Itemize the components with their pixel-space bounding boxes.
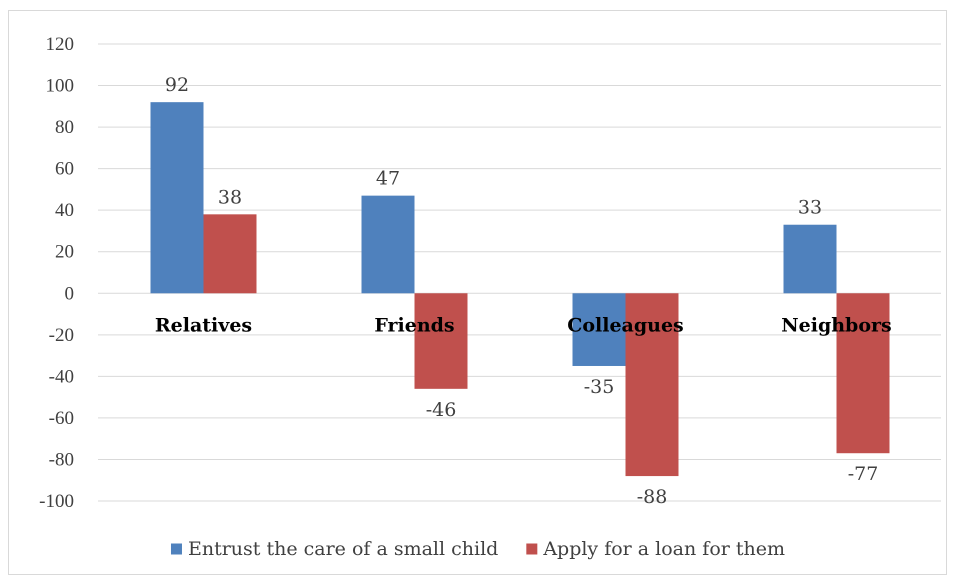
data-label: -35 bbox=[584, 376, 615, 398]
bar-relatives-series-1 bbox=[150, 102, 204, 294]
legend-swatch-series-2 bbox=[526, 543, 538, 555]
y-tick-label: 120 bbox=[46, 34, 75, 55]
category-label: Neighbors bbox=[781, 314, 891, 336]
data-label: -77 bbox=[848, 463, 879, 485]
y-tick-label: -40 bbox=[49, 366, 74, 387]
y-tick-label: -60 bbox=[49, 408, 74, 429]
data-label: -46 bbox=[426, 399, 457, 421]
data-label: 33 bbox=[798, 197, 822, 219]
y-tick-label: -80 bbox=[49, 449, 74, 470]
bar-neighbors-series-2 bbox=[836, 293, 890, 454]
bar-colleagues-series-2 bbox=[625, 293, 679, 477]
legend-label: Apply for a loan for them bbox=[542, 538, 785, 560]
y-tick-label: 100 bbox=[46, 76, 75, 97]
bar-friends-series-2 bbox=[414, 293, 468, 389]
legend-swatch-series-1 bbox=[170, 543, 182, 555]
category-label: Relatives bbox=[155, 314, 252, 336]
y-tick-label: 20 bbox=[55, 242, 74, 263]
bars bbox=[150, 102, 890, 477]
category-label: Colleagues bbox=[567, 314, 684, 336]
category-labels: Relatives Friends Colleagues Neighbors bbox=[155, 314, 892, 336]
data-label: 38 bbox=[218, 186, 242, 208]
y-tick-label: 40 bbox=[55, 200, 74, 221]
y-axis-tick-labels: 120 100 80 60 40 20 0 -20 -40 -60 -80 -100 bbox=[39, 34, 74, 512]
data-labels: 92 38 47 -46 -35 -88 33 -77 bbox=[165, 74, 878, 508]
data-label: -88 bbox=[637, 486, 668, 508]
category-label: Friends bbox=[374, 314, 454, 336]
bar-friends-series-1 bbox=[361, 195, 415, 294]
bar-colleagues-series-1 bbox=[572, 293, 626, 366]
y-tick-label: 60 bbox=[55, 159, 74, 180]
bar-relatives-series-2 bbox=[203, 214, 257, 294]
y-tick-label: 0 bbox=[65, 283, 75, 304]
legend: Entrust the care of a small child Apply f… bbox=[170, 538, 785, 560]
data-label: 47 bbox=[376, 168, 400, 190]
y-tick-label: -20 bbox=[49, 325, 74, 346]
y-tick-label: -100 bbox=[39, 491, 74, 512]
legend-label: Entrust the care of a small child bbox=[188, 538, 498, 560]
y-tick-label: 80 bbox=[55, 117, 74, 138]
data-label: 92 bbox=[165, 74, 189, 96]
bar-neighbors-series-1 bbox=[783, 224, 837, 294]
